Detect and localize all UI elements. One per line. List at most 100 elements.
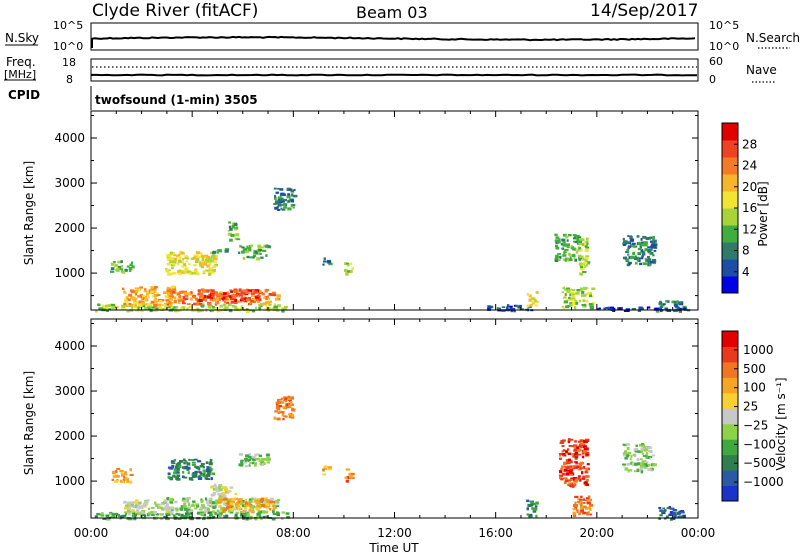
data-cell	[189, 512, 193, 515]
data-cell	[212, 250, 216, 254]
data-cell	[670, 507, 675, 510]
data-cell	[579, 287, 583, 291]
data-cell	[198, 298, 203, 302]
data-cell	[172, 272, 177, 275]
colorbar-tick-label: 100	[743, 381, 766, 395]
data-cell	[187, 471, 190, 475]
data-cell	[646, 306, 651, 309]
data-cell	[247, 289, 252, 293]
data-cell	[586, 261, 591, 264]
data-cell	[136, 509, 140, 512]
data-cell	[183, 515, 188, 518]
data-cell	[138, 303, 143, 307]
data-cell	[671, 301, 675, 304]
data-cell	[214, 512, 218, 515]
data-cell	[119, 479, 123, 483]
data-cell	[200, 265, 205, 269]
data-cell	[222, 303, 227, 307]
data-cell	[133, 302, 138, 304]
data-cell	[122, 479, 125, 482]
data-cell	[245, 309, 250, 313]
data-cell	[150, 290, 155, 293]
data-cell	[641, 255, 644, 258]
data-cell	[150, 286, 154, 290]
data-cell	[347, 263, 350, 267]
data-cell	[224, 297, 229, 301]
data-cell	[622, 443, 626, 446]
data-cell	[251, 455, 256, 459]
data-cell	[166, 292, 171, 295]
data-cell	[322, 263, 325, 266]
data-cell	[184, 255, 188, 258]
data-cell	[184, 297, 189, 300]
data-cell	[202, 465, 205, 469]
data-cell	[145, 299, 149, 302]
data-cell	[577, 497, 581, 501]
data-cell	[211, 515, 216, 519]
data-cell	[580, 503, 583, 506]
data-cell	[582, 466, 586, 469]
data-cell	[199, 292, 204, 295]
data-cell	[126, 505, 129, 509]
data-cell	[229, 486, 234, 489]
data-cell	[206, 502, 209, 504]
data-cell	[274, 197, 277, 200]
data-cell	[153, 309, 158, 312]
data-cell	[124, 514, 127, 517]
data-cell	[114, 480, 119, 483]
data-cell	[562, 258, 566, 261]
data-cell	[258, 289, 262, 293]
data-cell	[273, 303, 276, 307]
data-cell	[251, 462, 255, 465]
data-cell	[203, 260, 206, 264]
data-cell	[632, 454, 636, 457]
data-cell	[583, 286, 588, 290]
data-cell	[202, 469, 206, 472]
data-cell	[182, 466, 185, 469]
data-cell	[568, 288, 572, 291]
data-cell	[581, 471, 584, 475]
data-cell	[162, 507, 166, 511]
data-cell	[233, 508, 238, 511]
data-cell	[165, 512, 170, 516]
data-cell	[558, 238, 561, 242]
data-cell	[256, 300, 261, 304]
data-cell	[209, 513, 213, 517]
data-cell	[135, 292, 138, 296]
data-cell	[578, 262, 582, 265]
data-cell	[158, 300, 162, 303]
data-cell	[671, 513, 677, 516]
data-cell	[239, 294, 243, 297]
data-cell	[183, 507, 188, 511]
data-cell	[631, 244, 634, 248]
data-cell	[255, 251, 259, 255]
data-cell	[281, 413, 285, 417]
data-cell	[210, 297, 213, 300]
data-cell	[208, 469, 212, 473]
data-cell	[145, 292, 149, 296]
data-cell	[647, 258, 652, 262]
colorbar-swatch	[722, 454, 738, 471]
data-cell	[568, 470, 573, 473]
data-cell	[526, 507, 529, 511]
data-cell	[250, 497, 254, 500]
data-cell	[242, 515, 246, 518]
data-cell	[216, 509, 220, 513]
data-cell	[193, 296, 197, 299]
data-cell	[124, 268, 128, 272]
colorbar-swatch	[722, 157, 738, 175]
data-cell	[574, 506, 578, 509]
data-cell	[644, 460, 647, 462]
data-cell	[170, 460, 175, 463]
data-cell	[565, 235, 569, 239]
data-cell	[255, 507, 260, 511]
data-cell	[571, 293, 575, 297]
data-cell	[658, 517, 661, 520]
data-cell	[570, 245, 573, 248]
data-cell	[640, 470, 643, 474]
data-cell	[573, 480, 578, 483]
data-cell	[254, 295, 260, 299]
data-cell	[222, 502, 227, 506]
data-cell	[260, 461, 265, 464]
data-cell	[565, 243, 571, 247]
